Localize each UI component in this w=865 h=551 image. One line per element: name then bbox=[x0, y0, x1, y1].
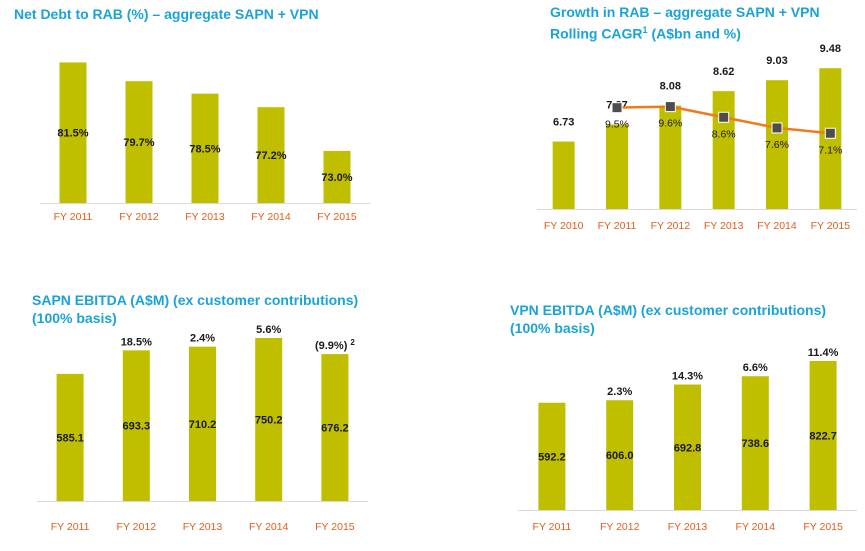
sapn-ebitda-bar bbox=[255, 338, 283, 501]
net-debt-bar bbox=[323, 150, 351, 203]
rab-growth-tick-label: FY 2011 bbox=[598, 220, 637, 232]
net-debt-value-label: 77.2% bbox=[255, 150, 286, 162]
rab-growth-tick-label: FY 2013 bbox=[704, 220, 744, 232]
cagr-marker bbox=[771, 122, 783, 134]
rab-growth-value-label: 8.62 bbox=[713, 66, 734, 78]
sapn-ebitda-subtitle: (100% basis) bbox=[32, 310, 117, 326]
vpn-ebitda-bar bbox=[809, 361, 837, 510]
rab-growth-tick-label: FY 2010 bbox=[544, 220, 584, 232]
rab-growth-bar bbox=[552, 141, 575, 209]
net-debt-tick-label: FY 2012 bbox=[119, 211, 159, 223]
cagr-marker bbox=[824, 127, 836, 139]
vpn-ebitda-tick-label: FY 2013 bbox=[668, 521, 708, 533]
vpn-ebitda-bar bbox=[741, 376, 769, 510]
sapn-ebitda-growth-label: (9.9%) 2 bbox=[315, 338, 355, 352]
sapn-ebitda-chart-title: SAPN EBITDA (A$M) (ex customer contribut… bbox=[32, 291, 358, 327]
rab-growth-chart-title: Growth in RAB – aggregate SAPN + VPN Rol… bbox=[550, 3, 820, 43]
rab-growth-tick-label: FY 2015 bbox=[811, 220, 851, 232]
rab-growth-bar bbox=[766, 80, 788, 209]
net-debt-tick-label: FY 2011 bbox=[54, 211, 93, 223]
rab-growth-bar bbox=[606, 124, 628, 209]
sapn-ebitda-tick-label: FY 2012 bbox=[117, 521, 157, 533]
cagr-label: 7.1% bbox=[818, 144, 842, 156]
net-debt-bar bbox=[125, 81, 153, 203]
vpn-ebitda-value-label: 606.0 bbox=[606, 450, 634, 462]
net-debt-title: Net Debt to RAB (%) – aggregate SAPN + V… bbox=[14, 6, 319, 22]
sapn-ebitda-tick-label: FY 2014 bbox=[249, 521, 289, 533]
vpn-ebitda-growth-label: 6.6% bbox=[743, 362, 768, 374]
net-debt-bar bbox=[257, 107, 285, 203]
vpn-ebitda-value-label: 592.2 bbox=[538, 451, 566, 463]
sapn-ebitda-title: SAPN EBITDA (A$M) (ex customer contribut… bbox=[32, 292, 359, 308]
rab-growth-bar bbox=[659, 105, 682, 209]
net-debt-chart-title: Net Debt to RAB (%) – aggregate SAPN + V… bbox=[14, 5, 319, 23]
rab-growth-title: Growth in RAB – aggregate SAPN + VPN bbox=[550, 4, 820, 20]
rab-growth-bar bbox=[712, 91, 735, 209]
vpn-ebitda-growth-label: 14.3% bbox=[672, 371, 703, 383]
sapn-ebitda-bar bbox=[189, 346, 216, 501]
footnote-2: 2 bbox=[350, 338, 355, 347]
sapn-ebitda-value-label: 710.2 bbox=[189, 419, 217, 431]
net-debt-value-label: 81.5% bbox=[57, 128, 88, 140]
vpn-ebitda-value-label: 692.8 bbox=[674, 442, 702, 454]
cagr-marker bbox=[718, 111, 730, 123]
vpn-ebitda-subtitle: (100% basis) bbox=[510, 320, 595, 336]
rab-growth-tick-label: FY 2014 bbox=[757, 220, 797, 232]
vpn-ebitda-tick-label: FY 2015 bbox=[803, 521, 843, 533]
cagr-marker bbox=[611, 102, 623, 114]
footnote-1: 1 bbox=[642, 25, 648, 35]
net-debt-tick-label: FY 2014 bbox=[251, 211, 291, 223]
rab-growth-value-label: 8.08 bbox=[660, 81, 681, 93]
cagr-label: 7.6% bbox=[765, 139, 789, 151]
rab-growth-value-label: 6.73 bbox=[553, 117, 574, 129]
net-debt-value-label: 73.0% bbox=[321, 172, 352, 184]
vpn-ebitda-bar bbox=[606, 400, 634, 510]
net-debt-value-label: 79.7% bbox=[123, 137, 154, 149]
sapn-ebitda-growth-label: 18.5% bbox=[121, 336, 152, 348]
sapn-ebitda-value-label: 750.2 bbox=[255, 415, 283, 427]
vpn-ebitda-value-label: 738.6 bbox=[742, 438, 770, 450]
sapn-ebitda-bar bbox=[122, 350, 150, 501]
vpn-ebitda-bar bbox=[674, 384, 701, 510]
net-debt-tick-label: FY 2013 bbox=[185, 211, 225, 223]
cagr-label: 9.6% bbox=[658, 118, 682, 130]
vpn-ebitda-tick-label: FY 2014 bbox=[736, 521, 776, 533]
vpn-ebitda-value-label: 822.7 bbox=[809, 431, 837, 443]
vpn-ebitda-growth-label: 11.4% bbox=[808, 347, 839, 359]
sapn-ebitda-value-label: 693.3 bbox=[123, 421, 151, 433]
vpn-ebitda-title: VPN EBITDA (A$M) (ex customer contributi… bbox=[510, 302, 827, 318]
sapn-ebitda-tick-label: FY 2013 bbox=[183, 521, 223, 533]
vpn-ebitda-tick-label: FY 2011 bbox=[533, 521, 572, 533]
cagr-marker bbox=[664, 101, 676, 113]
net-debt-value-label: 78.5% bbox=[189, 143, 220, 155]
vpn-ebitda-growth-label: 2.3% bbox=[607, 386, 632, 398]
net-debt-tick-label: FY 2015 bbox=[317, 211, 357, 223]
vpn-ebitda-chart-title: VPN EBITDA (A$M) (ex customer contributi… bbox=[510, 301, 826, 337]
net-debt-bar bbox=[59, 62, 87, 204]
sapn-ebitda-bar bbox=[56, 373, 84, 501]
sapn-ebitda-growth-label: 5.6% bbox=[256, 324, 281, 336]
vpn-ebitda-tick-label: FY 2012 bbox=[600, 521, 640, 533]
cagr-label: 9.5% bbox=[605, 119, 629, 131]
sapn-ebitda-bar bbox=[321, 354, 349, 501]
vpn-ebitda-bar bbox=[538, 402, 566, 510]
sapn-ebitda-tick-label: FY 2015 bbox=[315, 521, 355, 533]
sapn-ebitda-value-label: 585.1 bbox=[56, 432, 84, 444]
rab-growth-value-label: 9.03 bbox=[766, 55, 787, 67]
cagr-label: 8.6% bbox=[712, 128, 736, 140]
net-debt-bar bbox=[191, 93, 219, 203]
sapn-ebitda-growth-label: 2.4% bbox=[190, 333, 215, 345]
rab-growth-value-label: 9.48 bbox=[820, 43, 841, 55]
rab-growth-subtitle: Rolling CAGR1 (A$bn and %) bbox=[550, 25, 741, 42]
sapn-ebitda-tick-label: FY 2011 bbox=[51, 521, 90, 533]
sapn-ebitda-value-label: 676.2 bbox=[321, 423, 349, 435]
rab-growth-tick-label: FY 2012 bbox=[651, 220, 691, 232]
